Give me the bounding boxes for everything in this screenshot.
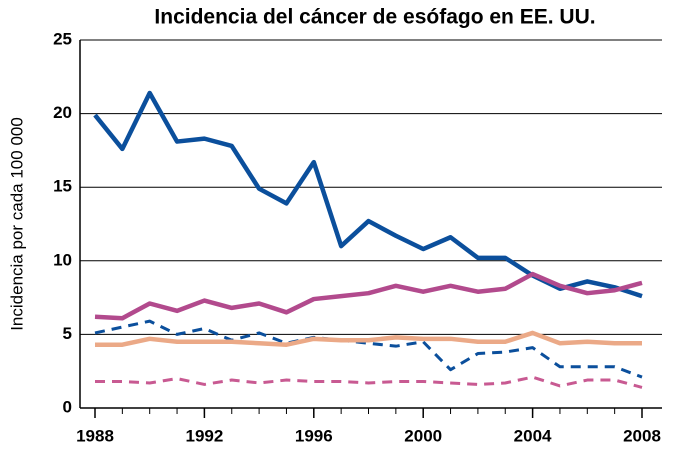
series-line bbox=[94, 319, 643, 379]
x-tick-label: 2008 bbox=[623, 426, 661, 445]
y-tick-label: 15 bbox=[53, 177, 72, 196]
series-line bbox=[94, 271, 643, 321]
chart-title: Incidencia del cáncer de esófago en EE. … bbox=[154, 6, 595, 29]
y-tick-label: 20 bbox=[53, 103, 72, 122]
series-line bbox=[95, 330, 642, 347]
x-tick-label: 1992 bbox=[185, 426, 223, 445]
x-tick-label: 2004 bbox=[514, 426, 552, 445]
y-tick-label: 10 bbox=[53, 250, 72, 269]
y-tick-label: 0 bbox=[63, 397, 72, 416]
y-tick-label: 25 bbox=[53, 29, 72, 48]
series-line bbox=[93, 90, 643, 299]
y-tick-label: 5 bbox=[63, 324, 72, 343]
x-tick-label: 1988 bbox=[76, 426, 114, 445]
y-axis-label: Incidencia por cada 100 000 bbox=[7, 117, 26, 331]
x-tick-label: 2000 bbox=[404, 426, 442, 445]
series-line bbox=[95, 375, 643, 389]
x-tick-label: 1996 bbox=[295, 426, 333, 445]
